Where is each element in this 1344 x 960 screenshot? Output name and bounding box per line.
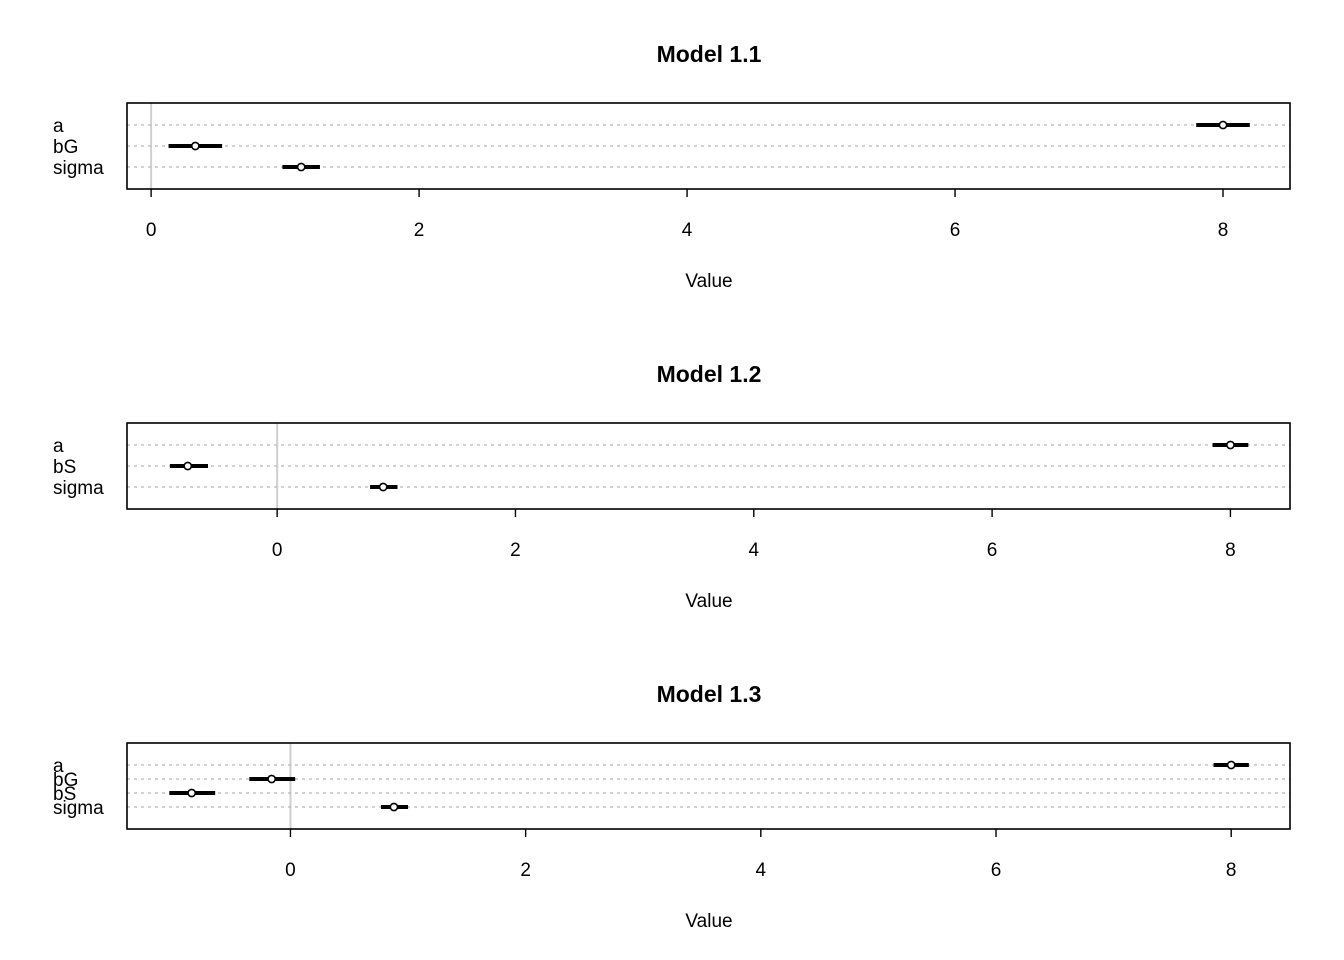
parameter-label: sigma xyxy=(53,798,104,819)
x-tick-label: 0 xyxy=(272,540,283,561)
chart-title: Model 1.3 xyxy=(657,681,762,707)
point-estimate-bg xyxy=(267,774,277,784)
x-tick-label: 8 xyxy=(1218,220,1229,241)
x-tick-label: 0 xyxy=(146,220,157,241)
chart-title: Model 1.2 xyxy=(657,361,762,387)
point-estimate-a xyxy=(1218,120,1228,130)
x-tick-label: 6 xyxy=(991,860,1002,881)
plot-frame xyxy=(126,422,1291,510)
x-axis-label: Value xyxy=(685,911,732,932)
point-estimate-sigma xyxy=(389,802,399,812)
parameter-label: sigma xyxy=(53,478,104,499)
parameter-label: bG xyxy=(53,770,78,791)
plot-frame xyxy=(126,742,1291,830)
plot-frame xyxy=(126,102,1291,190)
point-estimate-sigma xyxy=(296,162,306,172)
x-tick-label: 6 xyxy=(950,220,961,241)
parameter-label: a xyxy=(53,436,64,457)
parameter-label: a xyxy=(53,116,64,137)
x-tick-label: 8 xyxy=(1226,860,1237,881)
x-tick-label: 2 xyxy=(510,540,521,561)
parameter-label: sigma xyxy=(53,158,104,179)
point-estimate-a xyxy=(1226,760,1236,770)
point-estimate-a xyxy=(1226,440,1235,450)
x-tick-label: 6 xyxy=(987,540,998,561)
x-tick-label: 2 xyxy=(520,860,531,881)
point-estimate-sigma xyxy=(378,482,388,492)
parameter-label: bG xyxy=(53,137,78,158)
x-tick-label: 8 xyxy=(1225,540,1236,561)
point-estimate-bg xyxy=(190,141,200,151)
chart-title: Model 1.1 xyxy=(657,41,762,67)
x-axis-label: Value xyxy=(685,271,732,292)
x-tick-label: 4 xyxy=(682,220,693,241)
x-tick-label: 2 xyxy=(414,220,425,241)
x-tick-label: 0 xyxy=(285,860,296,881)
x-axis-label: Value xyxy=(685,591,732,612)
x-tick-label: 4 xyxy=(756,860,767,881)
point-estimate-bs xyxy=(183,461,193,471)
point-estimate-bs xyxy=(187,788,197,798)
parameter-label: a xyxy=(53,756,64,777)
parameter-label: bS xyxy=(53,784,76,805)
x-tick-label: 4 xyxy=(748,540,759,561)
parameter-label: bS xyxy=(53,457,76,478)
